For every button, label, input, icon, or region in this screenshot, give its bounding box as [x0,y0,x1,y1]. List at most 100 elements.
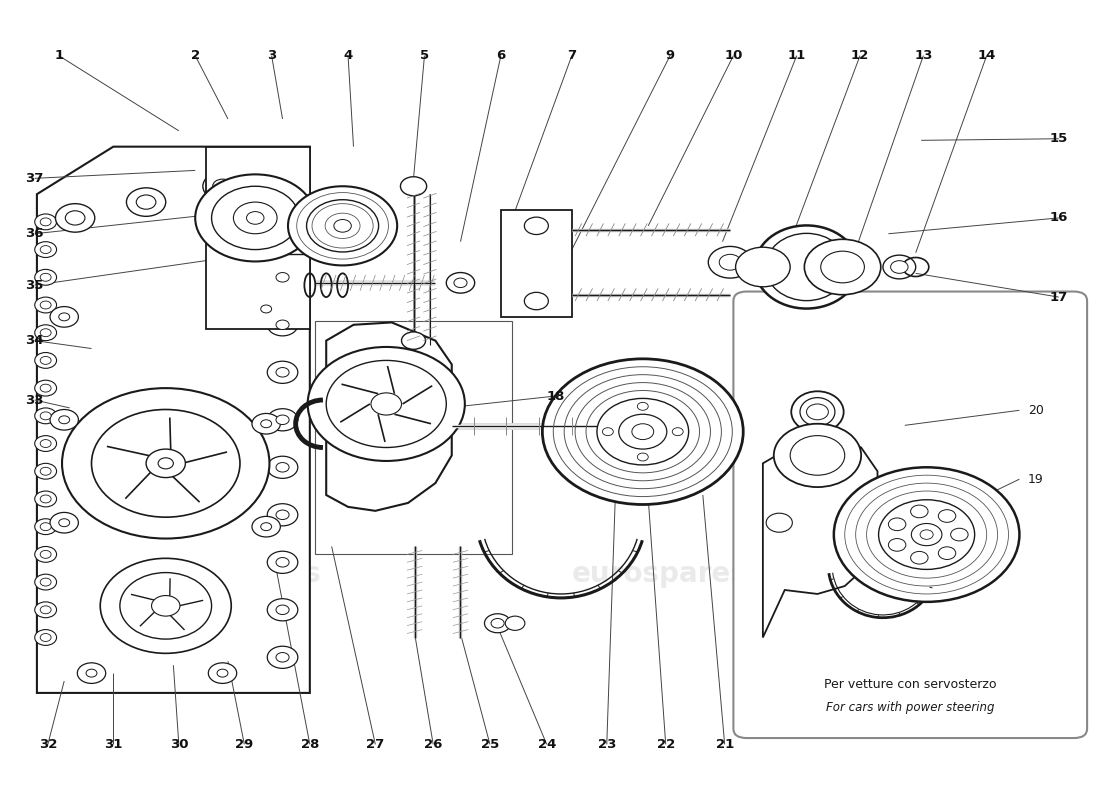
Circle shape [879,500,975,570]
Circle shape [41,634,51,642]
Circle shape [55,204,95,232]
Text: 17: 17 [1049,290,1068,303]
Circle shape [267,504,298,526]
Circle shape [35,242,56,258]
Text: 16: 16 [1049,211,1068,225]
Text: 19: 19 [1027,473,1044,486]
Circle shape [267,456,298,478]
Circle shape [41,412,51,420]
Text: 28: 28 [300,738,319,751]
Circle shape [891,261,909,274]
Polygon shape [206,146,310,329]
Circle shape [212,179,232,194]
Circle shape [883,255,915,279]
Text: 10: 10 [724,49,743,62]
Circle shape [211,186,299,250]
Circle shape [50,410,78,430]
Circle shape [35,325,56,341]
Circle shape [41,384,51,392]
Circle shape [719,254,741,270]
Circle shape [62,388,270,538]
Circle shape [491,618,504,628]
Circle shape [35,491,56,507]
Circle shape [267,646,298,668]
Circle shape [233,202,277,234]
Bar [500,210,572,317]
Text: 35: 35 [25,278,44,292]
Circle shape [619,414,667,449]
Circle shape [276,605,289,614]
Circle shape [766,514,792,532]
Circle shape [91,410,240,517]
Text: 1: 1 [54,49,64,62]
Circle shape [525,292,549,310]
Text: 24: 24 [538,738,556,751]
Polygon shape [327,322,452,511]
Text: 13: 13 [914,49,933,62]
Circle shape [158,458,174,469]
Circle shape [454,278,467,287]
Text: eurospares: eurospares [145,560,321,588]
Circle shape [252,414,280,434]
Text: 2: 2 [190,49,200,62]
Bar [316,321,512,554]
Circle shape [806,404,828,420]
Text: 30: 30 [169,738,188,751]
Text: 4: 4 [343,49,353,62]
Text: 7: 7 [568,49,576,62]
Circle shape [525,217,549,234]
Circle shape [708,246,752,278]
Circle shape [252,298,280,319]
Circle shape [41,329,51,337]
Text: 9: 9 [666,49,674,62]
Text: 21: 21 [715,738,734,751]
Ellipse shape [791,391,844,433]
Circle shape [505,616,525,630]
Circle shape [35,436,56,451]
Circle shape [77,663,106,683]
Circle shape [217,669,228,677]
Circle shape [100,558,231,654]
Circle shape [603,428,614,436]
Circle shape [202,172,242,201]
Circle shape [276,367,289,377]
Text: 15: 15 [1049,132,1068,146]
Circle shape [35,270,56,286]
Text: For cars with power steering: For cars with power steering [826,701,994,714]
Circle shape [41,301,51,309]
Circle shape [736,247,790,286]
Ellipse shape [766,234,847,301]
Circle shape [41,522,51,530]
Circle shape [41,439,51,447]
Circle shape [35,463,56,479]
Circle shape [288,186,397,266]
Circle shape [50,306,78,327]
Text: 6: 6 [496,49,506,62]
Circle shape [804,239,881,294]
Circle shape [920,530,933,539]
Circle shape [35,408,56,424]
Text: eurospares: eurospares [571,560,747,588]
Circle shape [276,415,289,425]
Circle shape [152,595,180,616]
Circle shape [41,246,51,254]
Circle shape [637,402,648,410]
Circle shape [267,266,298,288]
Circle shape [35,214,56,230]
Circle shape [672,428,683,436]
Circle shape [86,669,97,677]
Circle shape [400,177,427,196]
Circle shape [938,510,956,522]
Circle shape [35,574,56,590]
Circle shape [950,528,968,541]
Text: 14: 14 [978,49,996,62]
Circle shape [267,218,298,241]
Circle shape [35,602,56,618]
Circle shape [276,273,289,282]
Circle shape [631,424,653,439]
Circle shape [308,347,465,461]
Circle shape [371,393,402,415]
Circle shape [58,313,69,321]
Circle shape [773,424,861,487]
Text: 27: 27 [366,738,385,751]
